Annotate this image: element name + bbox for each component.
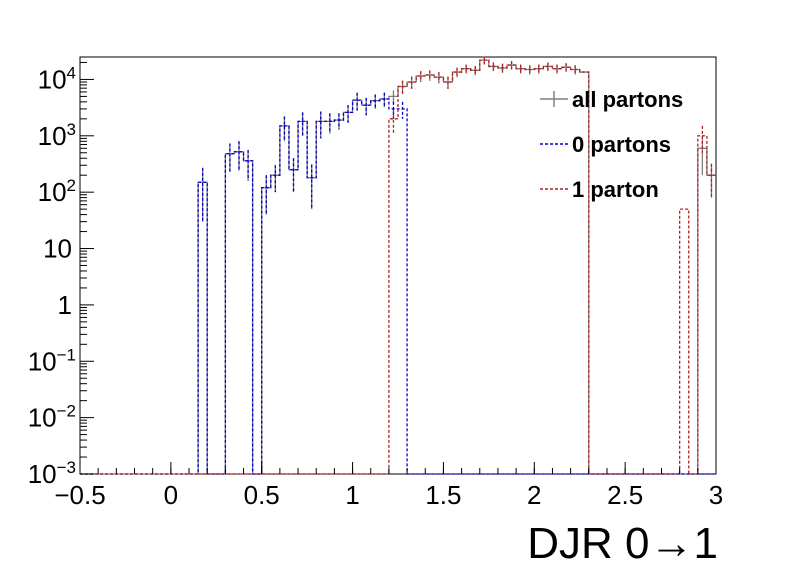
x-tick-label: 3 [709, 480, 723, 510]
legend-item: all partons [540, 87, 683, 112]
y-tick-label: 103 [38, 120, 76, 151]
y-tick-label: 102 [38, 176, 76, 207]
histogram-line [80, 59, 716, 475]
legend-item: 1 parton [540, 177, 659, 202]
histogram-line [80, 98, 716, 475]
y-tick-label: 10 [43, 234, 72, 264]
series-1-parton [80, 56, 716, 475]
x-tick-label: 1 [345, 480, 359, 510]
x-tick-label: 1.5 [425, 480, 461, 510]
x-tick-label: 2 [527, 480, 541, 510]
series-layer [80, 56, 716, 475]
y-tick-label: 1 [58, 290, 72, 320]
series-0-partons [80, 92, 716, 475]
legend-label: 0 partons [572, 132, 671, 157]
legend: all partons 0 partons 1 parton [540, 87, 683, 202]
x-tick-label: 0.5 [244, 480, 280, 510]
legend-item: 0 partons [540, 132, 671, 157]
x-axis-label: DJR 0→1 [527, 519, 718, 568]
y-tick-label: 10−1 [28, 345, 76, 376]
legend-label: all partons [572, 87, 683, 112]
y-tick-label: 10−2 [28, 402, 76, 433]
x-tick-label: 0 [164, 480, 178, 510]
legend-label: 1 parton [572, 177, 659, 202]
y-tick-label: 10−3 [28, 458, 76, 489]
x-tick-label: 2.5 [607, 480, 643, 510]
x-tick-label: −0.5 [54, 480, 105, 510]
axes: −0.5 0 0.5 1 1.5 2 2.5 3 10−3 10−2 10−1 1 10 102 103 10… [28, 61, 723, 510]
y-tick-label: 104 [38, 63, 76, 94]
